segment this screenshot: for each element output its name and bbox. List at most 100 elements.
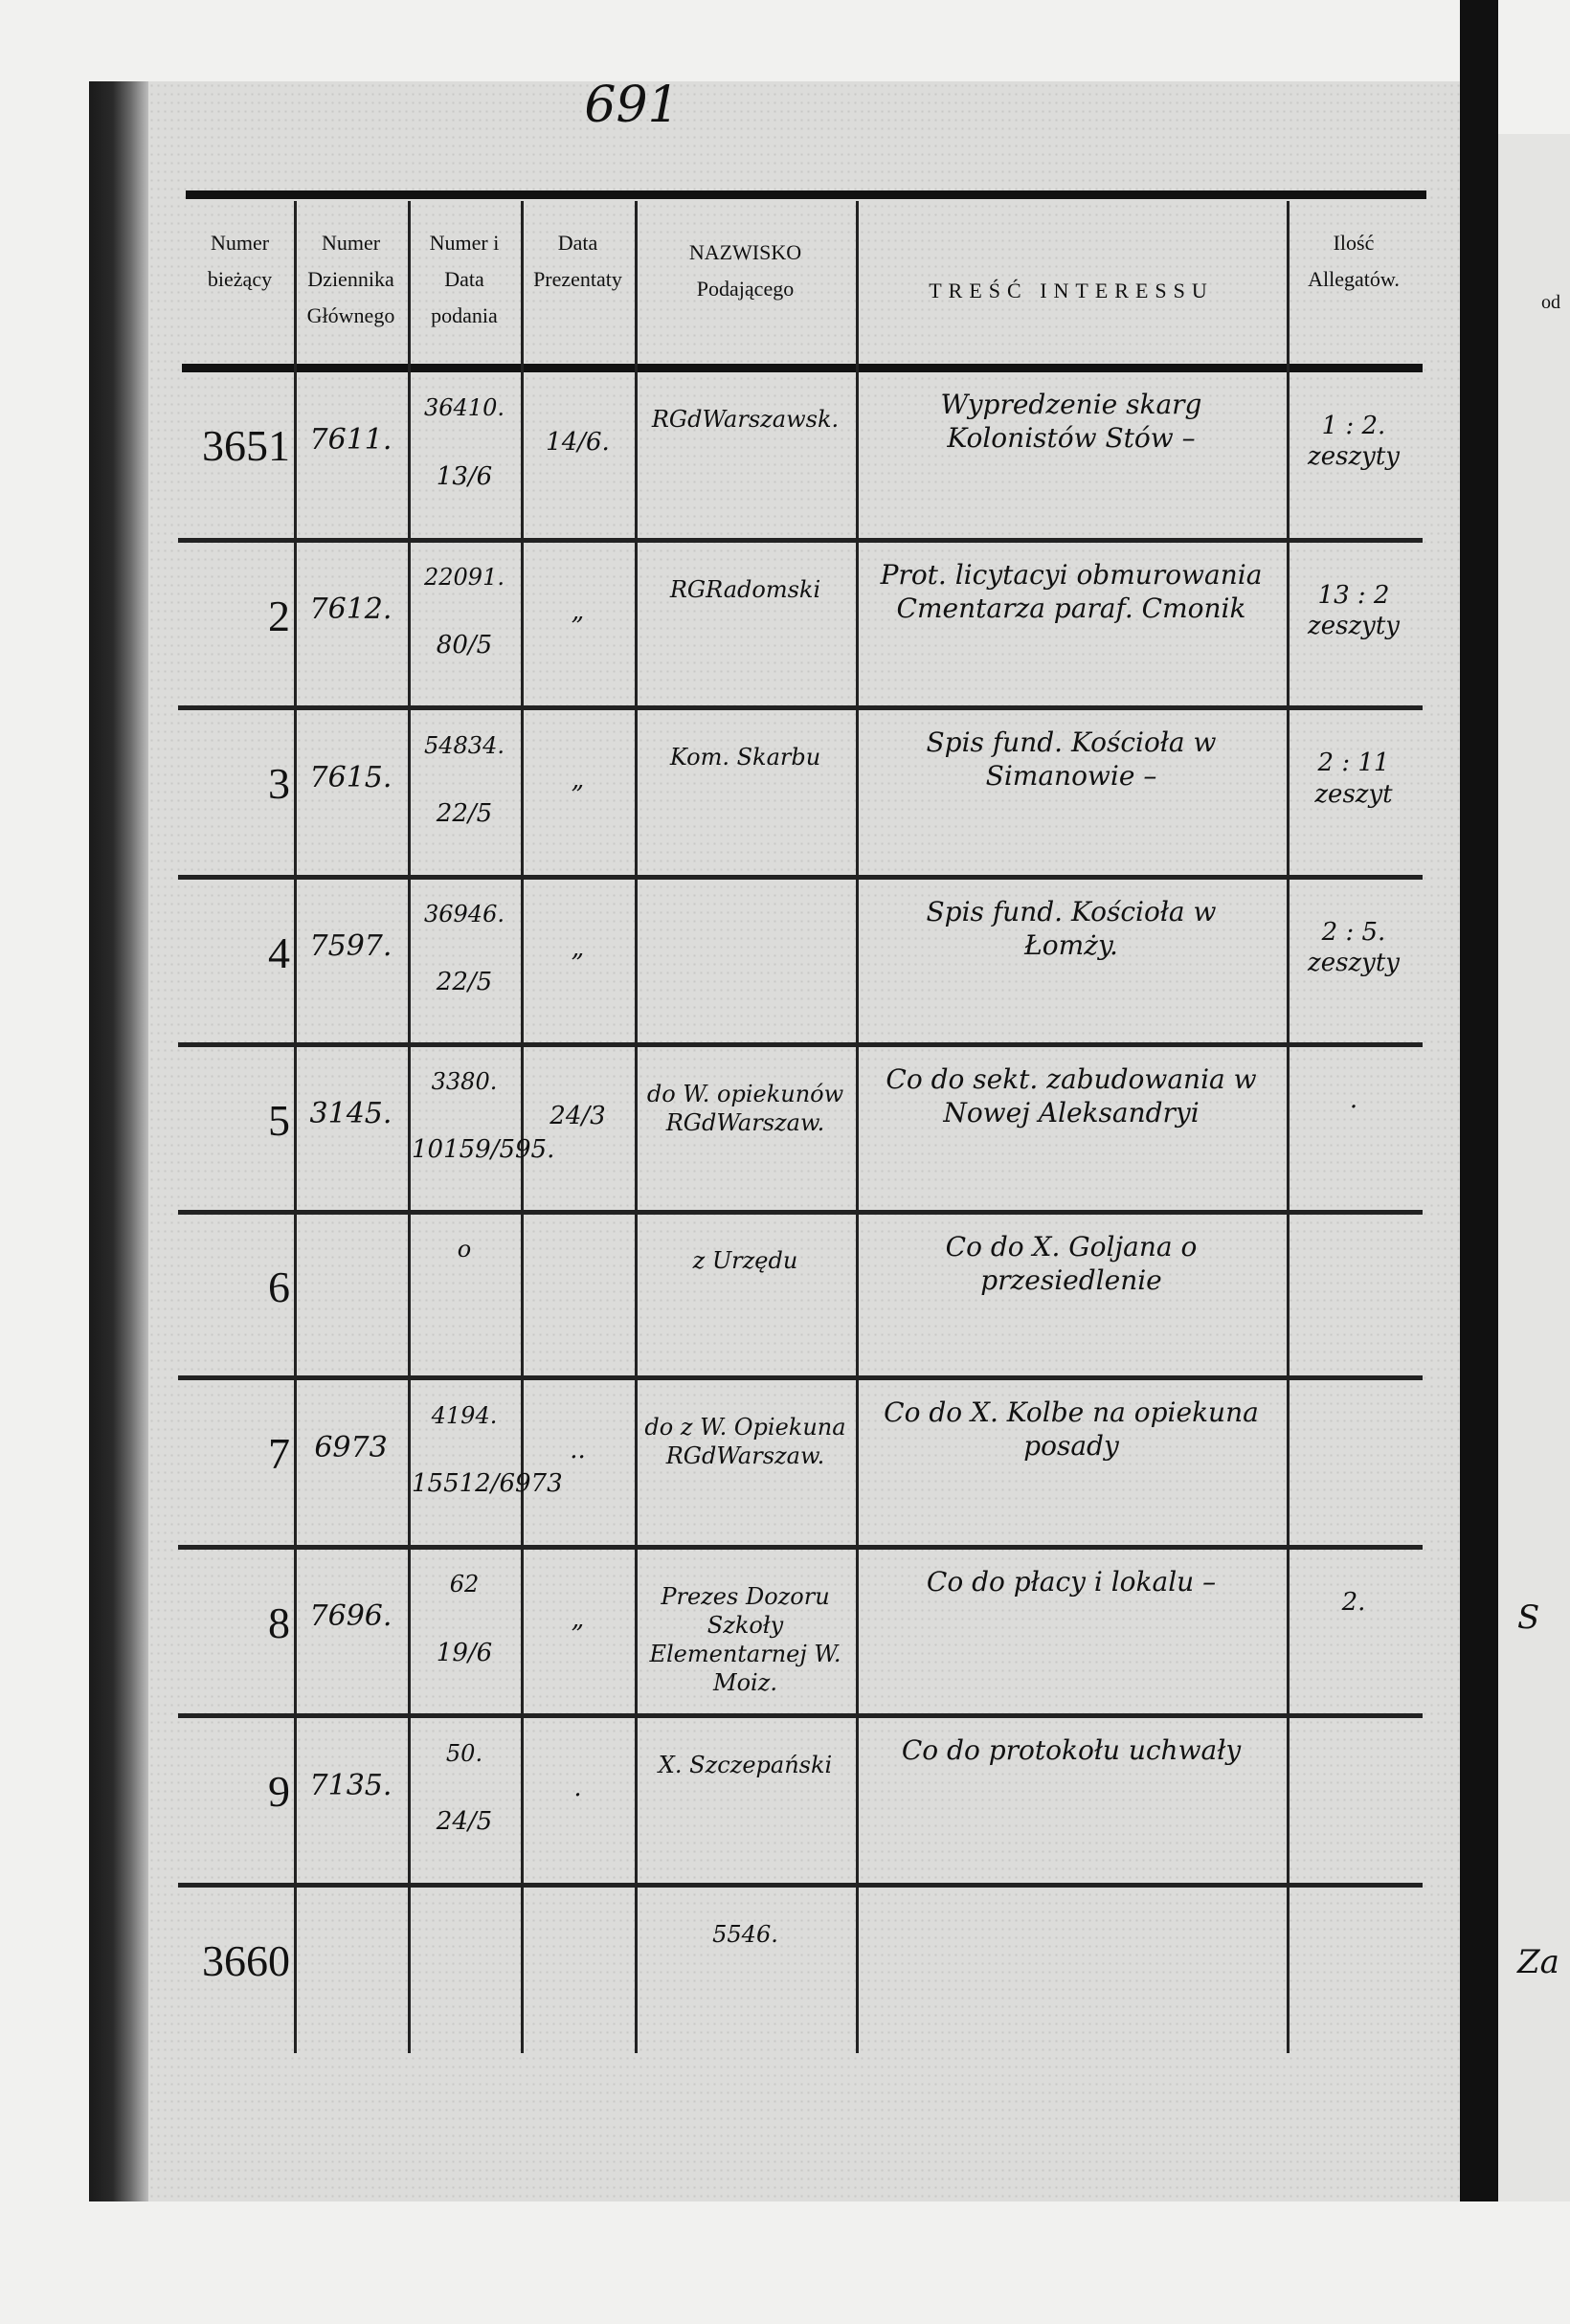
matter-content: Co do sekt. zabudowania w Nowej Aleksand…: [886, 1063, 1257, 1128]
register-row: 8 7696. 62 19/6 „ Prezes Dozoru Szkoły Elemen…: [0, 1545, 1570, 1713]
column-divider: [408, 201, 411, 2053]
adjacent-page-header-fragment: od: [1541, 292, 1560, 313]
adjacent-page-fragment: S: [1517, 1598, 1540, 1637]
row-number: 3660: [202, 1936, 290, 1986]
row-number: 3651: [202, 421, 290, 471]
attachments-count: 1 : 2. zeszyty: [1308, 411, 1400, 472]
journal-number: 7597.: [309, 929, 392, 963]
submission-number: 50.: [445, 1739, 483, 1767]
column-divider: [635, 201, 638, 2053]
row-divider: [178, 1042, 1423, 1047]
row-divider: [178, 705, 1423, 710]
row-number: 3: [268, 759, 290, 809]
register-row: 2 7612. 22091. 80/5 „ RGRadomski Prot. licytac…: [0, 538, 1570, 705]
header-rule: [182, 364, 1423, 372]
journal-number: 7612.: [309, 592, 392, 626]
register-row: 3651 7611. 36410. 13/6 14/6. RGdWarszawsk. Wyp…: [0, 368, 1570, 538]
header-ilosc-allegatow: Ilość Allegatów.: [1308, 231, 1400, 291]
presentation-date: „: [571, 1604, 585, 1634]
submission-number: 62: [449, 1571, 480, 1598]
submitter-name: do W. opiekunów RGdWarszaw.: [646, 1080, 844, 1136]
submission-date: 22/5: [436, 799, 493, 829]
submission-number: 36946.: [424, 901, 505, 928]
submitter-name: z Urzędu: [692, 1247, 798, 1275]
column-divider: [1287, 201, 1290, 2053]
journal-number: 6973: [314, 1430, 388, 1464]
submission-date: 15512/6973: [412, 1469, 563, 1499]
journal-number: 7615.: [309, 760, 392, 794]
row-number: 2: [268, 591, 290, 640]
page-gutter: [1460, 0, 1498, 2201]
presentation-date: .: [573, 1773, 582, 1802]
submission-date: 10159/595.: [412, 1135, 555, 1165]
matter-content: Spis fund. Kościoła w Simanowie –: [926, 726, 1217, 793]
submission-number: 54834.: [424, 731, 505, 759]
header-data-prezentaty: Data Prezentaty: [533, 231, 622, 291]
row-divider: [178, 1210, 1423, 1215]
matter-content: Co do protokołu uchwały: [901, 1734, 1242, 1767]
row-number: 8: [268, 1598, 290, 1647]
submission-number: 3380.: [431, 1068, 498, 1096]
submitter-name: RGdWarszawsk.: [651, 406, 840, 434]
attachments-count: .: [1349, 1084, 1358, 1114]
submission-number: 4194.: [431, 1401, 498, 1429]
submission-number: o: [457, 1235, 472, 1263]
column-divider: [294, 201, 297, 2053]
journal-number: 7135.: [309, 1768, 392, 1802]
row-number: 4: [268, 927, 290, 977]
row-number: 6: [268, 1262, 290, 1311]
top-rule: [186, 190, 1426, 199]
register-row: 5 3145. 3380. 10159/595. 24/3 do W. opiekunów…: [0, 1042, 1570, 1210]
presentation-date: „: [571, 934, 585, 964]
row-divider: [178, 538, 1423, 543]
row-number: 5: [268, 1095, 290, 1145]
submission-date: 13/6: [436, 461, 493, 491]
attachments-count: 2 : 11 zeszyt: [1314, 749, 1393, 809]
submission-date: 22/5: [436, 968, 493, 997]
presentation-date: ..: [570, 1435, 586, 1464]
adjacent-page: od S Za: [1498, 134, 1570, 2201]
row-divider: [178, 1545, 1423, 1550]
header-tresc-interessu: TREŚĆ INTERESSU: [929, 279, 1214, 302]
submitter-name: Prezes Dozoru Szkoły Elementarnej W. Moi…: [649, 1582, 841, 1696]
submission-date: 24/5: [436, 1807, 493, 1837]
row-divider: [178, 875, 1423, 880]
register-row: 3660 5546.: [0, 1883, 1570, 2053]
row-divider: [178, 1375, 1423, 1380]
submission-date: 19/6: [436, 1638, 493, 1667]
presentation-date: „: [571, 765, 585, 794]
register-page: [148, 81, 1460, 2201]
register-row: 9 7135. 50. 24/5. X. Szczepański Co do protok…: [0, 1713, 1570, 1883]
matter-content: Co do X. Kolbe na opiekuna posady: [884, 1397, 1259, 1463]
header-numer-dziennika: Numer Dziennika Głównego: [306, 231, 395, 327]
journal-number: 7696.: [309, 1599, 392, 1634]
submitter-name: RGRadomski: [669, 575, 821, 603]
submitter-name: 5546.: [712, 1921, 778, 1949]
row-number: 9: [268, 1767, 290, 1817]
submission-number: 22091.: [424, 564, 505, 592]
submission-number: 36410.: [424, 393, 505, 421]
journal-number: 3145.: [309, 1097, 392, 1130]
adjacent-page-fragment: Za: [1517, 1943, 1559, 1981]
journal-number: 7611.: [309, 422, 392, 457]
submitter-name: X. Szczepański: [658, 1751, 833, 1778]
book-binding: [89, 81, 148, 2201]
attachments-count: 13 : 2 zeszyty: [1308, 580, 1400, 641]
row-number: 7: [268, 1429, 290, 1479]
header-numer-data-podania: Numer i Data podania: [429, 231, 500, 327]
presentation-date: 14/6.: [546, 428, 610, 458]
presentation-date: „: [571, 597, 585, 627]
attachments-count: 2.: [1341, 1588, 1366, 1617]
page-number: 691: [584, 77, 680, 134]
register-row: 6 o z Urzędu Co do X. Goljana o przesiedlen…: [0, 1210, 1570, 1375]
matter-content: Wypredzenie skarg Kolonistów Stów –: [940, 389, 1202, 455]
attachments-count: 2 : 5. zeszyty: [1308, 917, 1400, 978]
row-divider: [178, 1883, 1423, 1888]
register-row: 4 7597. 36946. 22/5 „ Spis fund. Kościoła w Ł…: [0, 875, 1570, 1042]
presentation-date: 24/3: [550, 1102, 606, 1131]
matter-content: Co do X. Goljana o przesiedlenie: [945, 1230, 1198, 1296]
header-numer-biezacy: Numer bieżący: [207, 231, 273, 291]
register-row: 7 6973 4194. 15512/6973.. do z W. Opiekuna R…: [0, 1375, 1570, 1545]
matter-content: Spis fund. Kościoła w Łomży.: [926, 896, 1217, 961]
column-divider: [856, 201, 859, 2053]
